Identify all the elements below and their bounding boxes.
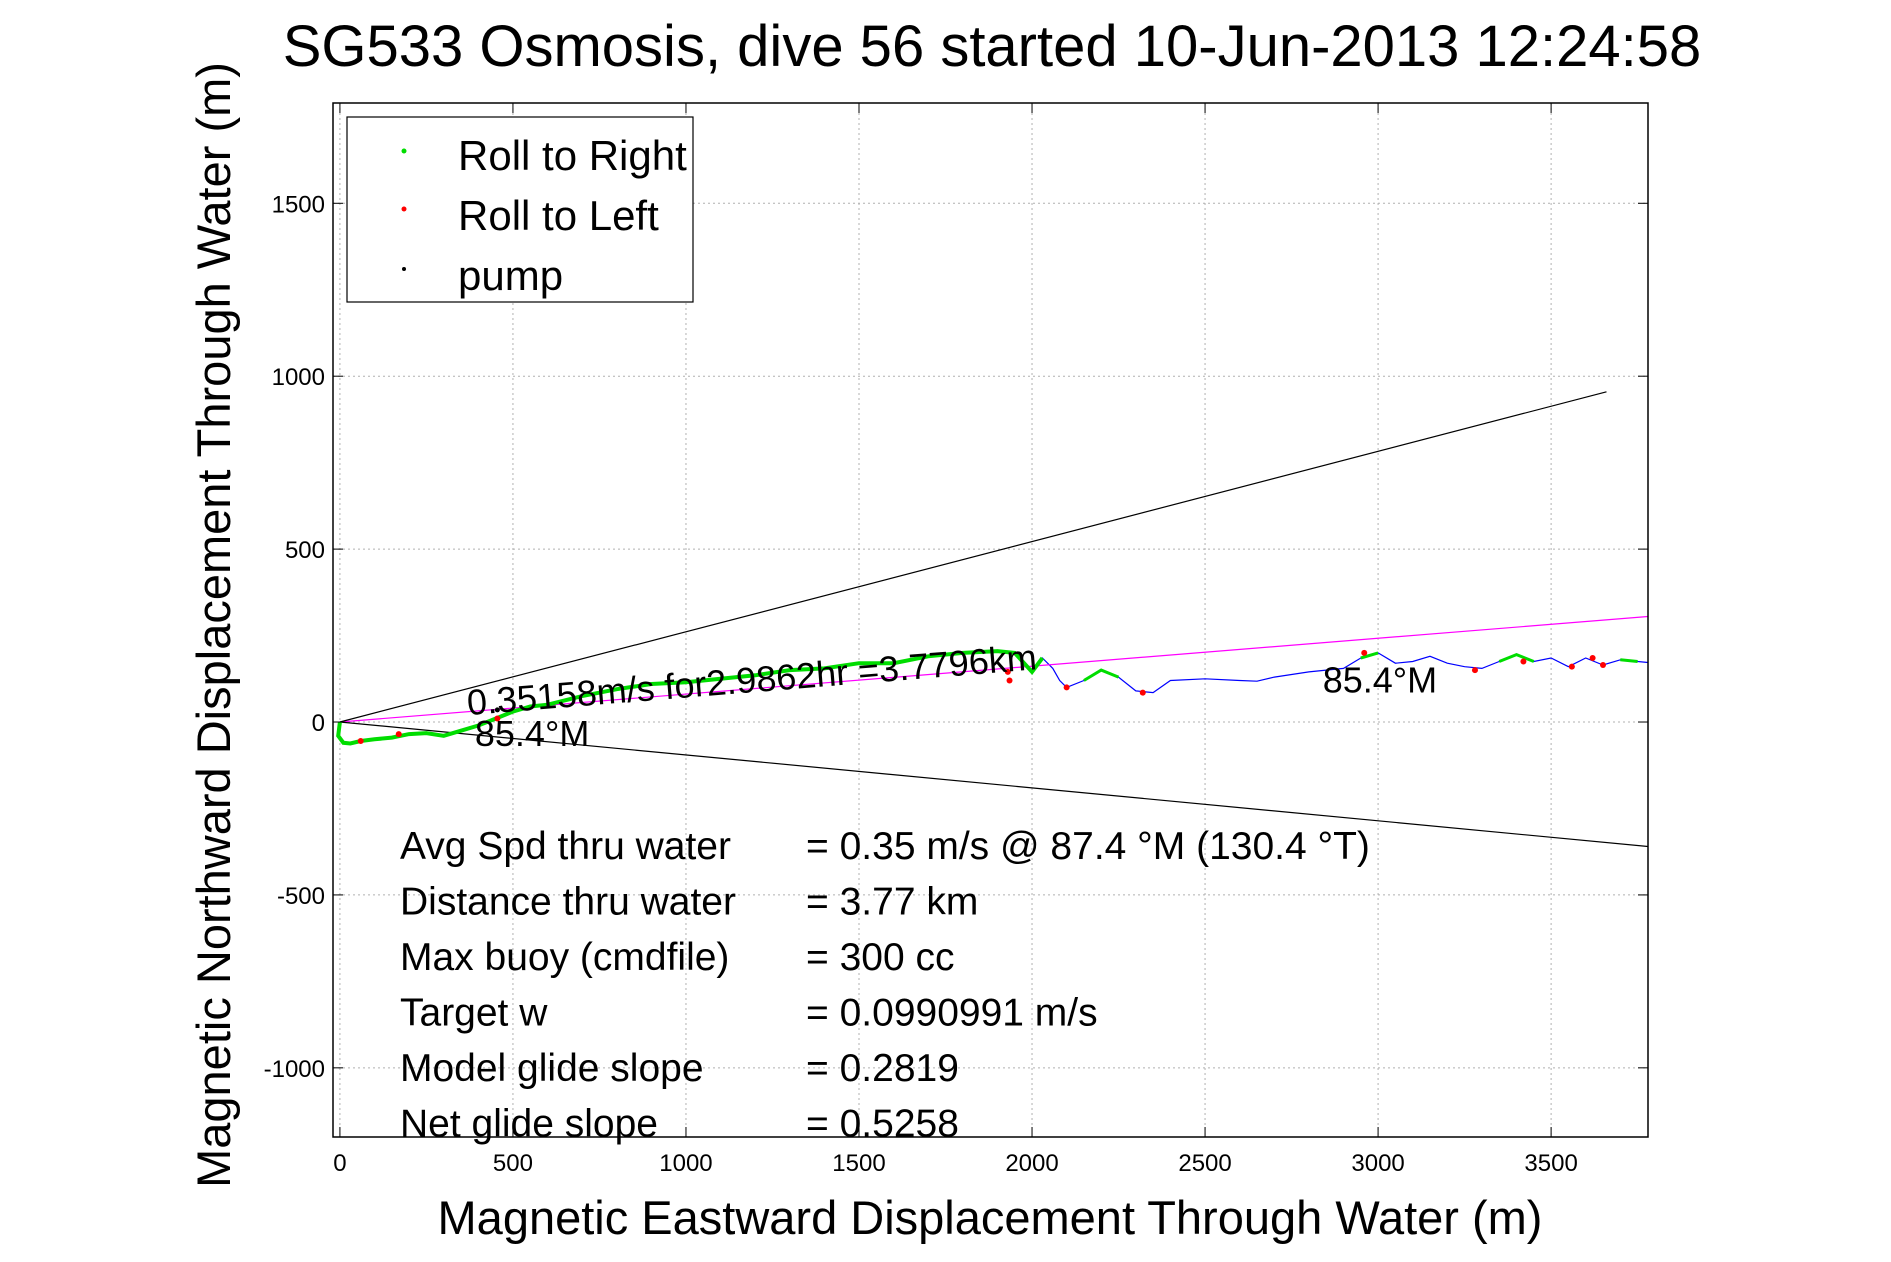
annotation-label: 85.4°M <box>475 713 589 754</box>
plot-lines <box>336 391 1648 848</box>
series-roll-right-segment <box>1620 658 1638 663</box>
roll-left-point <box>1361 649 1368 656</box>
y-tick-label: 0 <box>312 710 325 737</box>
legend-label-roll-left: Roll to Left <box>458 192 659 239</box>
roll-left-point <box>357 738 364 745</box>
x-tick-label: 0 <box>333 1150 346 1177</box>
stat-value: = 0.35 m/s @ 87.4 °M (130.4 °T) <box>806 825 1370 868</box>
y-tick-label: -500 <box>277 883 325 910</box>
x-tick-label: 3500 <box>1524 1150 1577 1177</box>
y-tick-label: 1500 <box>272 191 325 218</box>
series-roll-right-segment <box>1498 652 1535 663</box>
x-tick-label: 2500 <box>1178 1150 1231 1177</box>
y-tick-label: -1000 <box>264 1056 325 1083</box>
x-tick-label: 500 <box>493 1150 533 1177</box>
grid <box>333 103 1648 1137</box>
stat-label: Avg Spd thru water <box>400 825 731 868</box>
plot-markers <box>357 649 1607 745</box>
axis-ticks: 0 500 1000 1500 2000 2500 3000 3500 -1000 -500 0 50… <box>264 103 1648 1177</box>
roll-left-point <box>1063 684 1070 691</box>
roll-left-point <box>1471 667 1478 674</box>
x-tick-label: 1500 <box>832 1150 885 1177</box>
stat-label: Target w <box>400 992 548 1035</box>
stat-value: = 0.2819 <box>806 1047 959 1090</box>
chart-title: SG533 Osmosis, dive 56 started 10-Jun-20… <box>283 14 1702 79</box>
stat-label: Model glide slope <box>400 1047 704 1090</box>
series-roll-right-segment <box>1083 668 1120 682</box>
stat-label: Max buoy (cmdfile) <box>400 936 729 979</box>
stat-value: = 0.5258 <box>806 1103 959 1146</box>
roll-left-point <box>1006 677 1013 684</box>
roll-left-point <box>1520 658 1527 665</box>
series-cone-lower-line <box>339 721 1648 848</box>
series-roll-right-segment <box>336 649 1045 746</box>
y-axis-label: Magnetic Northward Displacement Through … <box>187 62 240 1188</box>
stat-value: = 300 cc <box>806 936 955 979</box>
annotation-label: 85.4°M <box>1323 660 1437 701</box>
roll-left-point <box>1139 689 1146 696</box>
stat-value: = 0.0990991 m/s <box>806 992 1098 1035</box>
series-cone-upper-line <box>339 391 1607 723</box>
stat-value: = 3.77 km <box>806 881 978 924</box>
legend-marker-roll-left <box>401 206 407 212</box>
legend-label-roll-right: Roll to Right <box>458 132 687 179</box>
stat-label: Net glide slope <box>400 1103 658 1146</box>
series-heading-line <box>339 615 1648 723</box>
roll-left-point <box>494 715 501 722</box>
y-tick-label: 1000 <box>272 364 325 391</box>
x-tick-label: 3000 <box>1351 1150 1404 1177</box>
legend: Roll to Right Roll to Left pump <box>346 116 694 303</box>
stat-label: Distance thru water <box>400 881 736 924</box>
roll-left-point <box>1568 663 1575 670</box>
pump-point <box>494 707 500 713</box>
legend-marker-roll-right <box>401 148 407 154</box>
series-roll-right-segment <box>1360 651 1379 660</box>
x-axis-label: Magnetic Eastward Displacement Through W… <box>438 1191 1543 1244</box>
y-tick-label: 500 <box>285 537 325 564</box>
roll-left-point <box>1600 661 1607 668</box>
plot-frame <box>332 102 1649 1138</box>
legend-label-pump: pump <box>458 252 563 299</box>
stats-block: Avg Spd thru water = 0.35 m/s @ 87.4 °M (… <box>400 825 1370 1146</box>
legend-marker-pump <box>402 267 406 271</box>
x-tick-label: 1000 <box>659 1150 712 1177</box>
roll-left-point <box>395 731 402 738</box>
roll-left-point <box>1589 655 1596 662</box>
roll-left-point <box>1004 668 1011 675</box>
x-tick-label: 2000 <box>1005 1150 1058 1177</box>
